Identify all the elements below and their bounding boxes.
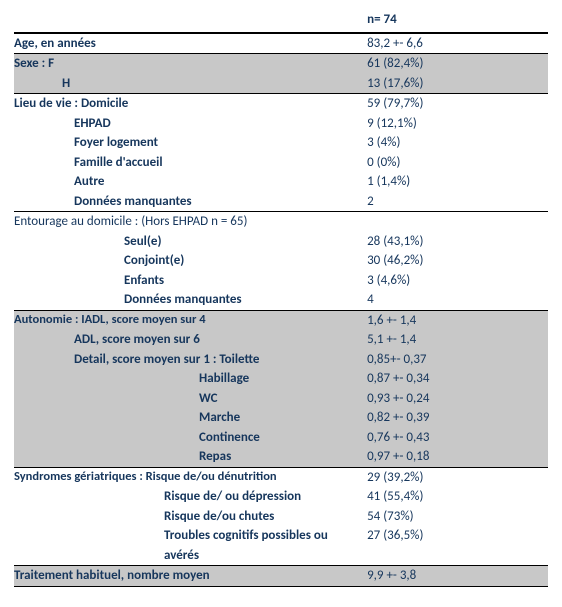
row-label: ADL, score moyen sur 6 (14, 330, 361, 350)
table-row: Lieu de vie : Domicile59 (79,7%) (14, 94, 548, 114)
table-row: WC0,93 +- 0,24 (14, 389, 548, 409)
header-blank (14, 10, 361, 33)
row-value: 1 (1,4%) (361, 172, 548, 192)
row-label: Age, en années (14, 33, 361, 54)
row-value: 0,85+- 0,37 (361, 350, 548, 370)
table-row: Conjoint(e)30 (46,2%) (14, 251, 548, 271)
row-value: 3 (4,6%) (361, 271, 548, 291)
row-label: Traitement habituel, nombre moyen (14, 566, 361, 587)
row-label: Habillage (14, 369, 361, 389)
row-value: 27 (36,5%) (361, 526, 548, 566)
row-value: 59 (79,7%) (361, 94, 548, 114)
table-row: Syndromes gériatriques : Risque de/ou dé… (14, 467, 548, 487)
row-label: Données manquantes (14, 290, 361, 310)
table-row: Famille d'accueil0 (0%) (14, 153, 548, 173)
table-row: Foyer logement3 (4%) (14, 133, 548, 153)
row-value: 28 (43,1%) (361, 232, 548, 252)
table-row: Données manquantes2 (14, 192, 548, 212)
row-label: Troubles cognitifs possibles ou avérés (14, 526, 361, 566)
table-row: Risque de/ ou dépression41 (55,4%) (14, 487, 548, 507)
row-value: 5,1 +- 1,4 (361, 330, 548, 350)
row-label: Lieu de vie : Domicile (14, 94, 361, 114)
table-row: Continence0,76 +- 0,43 (14, 428, 548, 448)
row-value (361, 212, 548, 232)
row-value: 0,93 +- 0,24 (361, 389, 548, 409)
row-value: 3 (4%) (361, 133, 548, 153)
row-label: Données manquantes (14, 192, 361, 212)
table-row: H13 (17,6%) (14, 74, 548, 94)
row-label: WC (14, 389, 361, 409)
row-value: 2 (361, 192, 548, 212)
table-row: Entourage au domicile : (Hors EHPAD n = … (14, 212, 548, 232)
row-label: Foyer logement (14, 133, 361, 153)
row-value: 4 (361, 290, 548, 310)
row-label: Marche (14, 408, 361, 428)
row-label: Enfants (14, 271, 361, 291)
row-label: Conjoint(e) (14, 251, 361, 271)
row-value: 9 (12,1%) (361, 114, 548, 134)
row-label: Repas (14, 447, 361, 467)
row-label: Risque de/ou chutes (14, 507, 361, 527)
table-row: Detail, score moyen sur 1 : Toilette0,85… (14, 350, 548, 370)
table-row: Repas0,97 +- 0,18 (14, 447, 548, 467)
row-value: 1,6 +- 1,4 (361, 310, 548, 330)
table-row: Marche0,82 +- 0,39 (14, 408, 548, 428)
data-table: n= 74 Age, en années83,2 +- 6,6Sexe : F6… (14, 10, 548, 587)
table-row: Enfants3 (4,6%) (14, 271, 548, 291)
row-value: 83,2 +- 6,6 (361, 33, 548, 54)
row-label: Sexe : F (14, 54, 361, 74)
row-value: 0,97 +- 0,18 (361, 447, 548, 467)
row-value: 30 (46,2%) (361, 251, 548, 271)
table-row: Autonomie : IADL, score moyen sur 41,6 +… (14, 310, 548, 330)
table-row: Troubles cognitifs possibles ou avérés27… (14, 526, 548, 566)
row-value: 29 (39,2%) (361, 467, 548, 487)
row-label: Entourage au domicile : (Hors EHPAD n = … (14, 212, 361, 232)
row-label: Risque de/ ou dépression (14, 487, 361, 507)
row-value: 41 (55,4%) (361, 487, 548, 507)
table-row: EHPAD9 (12,1%) (14, 114, 548, 134)
header-row: n= 74 (14, 10, 548, 33)
table-row: Age, en années83,2 +- 6,6 (14, 33, 548, 54)
table-row: Traitement habituel, nombre moyen9,9 +- … (14, 566, 548, 587)
row-label: Autonomie : IADL, score moyen sur 4 (14, 310, 361, 330)
row-value: 61 (82,4%) (361, 54, 548, 74)
row-value: 0,82 +- 0,39 (361, 408, 548, 428)
table-row: Seul(e)28 (43,1%) (14, 232, 548, 252)
table-row: Habillage0,87 +- 0,34 (14, 369, 548, 389)
row-label: H (14, 74, 361, 94)
row-label: Seul(e) (14, 232, 361, 252)
row-label: Syndromes gériatriques : Risque de/ou dé… (14, 467, 361, 487)
row-value: 9,9 +- 3,8 (361, 566, 548, 587)
table-row: Sexe : F61 (82,4%) (14, 54, 548, 74)
table-row: Autre1 (1,4%) (14, 172, 548, 192)
row-value: 13 (17,6%) (361, 74, 548, 94)
table-row: Données manquantes4 (14, 290, 548, 310)
row-value: 54 (73%) (361, 507, 548, 527)
table-row: Risque de/ou chutes54 (73%) (14, 507, 548, 527)
table-container: n= 74 Age, en années83,2 +- 6,6Sexe : F6… (0, 0, 562, 607)
row-value: 0,76 +- 0,43 (361, 428, 548, 448)
header-n: n= 74 (361, 10, 548, 33)
row-label: Continence (14, 428, 361, 448)
row-value: 0,87 +- 0,34 (361, 369, 548, 389)
table-body: n= 74 Age, en années83,2 +- 6,6Sexe : F6… (14, 10, 548, 586)
row-label: Famille d'accueil (14, 153, 361, 173)
row-label: EHPAD (14, 114, 361, 134)
row-label: Detail, score moyen sur 1 : Toilette (14, 350, 361, 370)
table-row: ADL, score moyen sur 65,1 +- 1,4 (14, 330, 548, 350)
row-label: Autre (14, 172, 361, 192)
row-value: 0 (0%) (361, 153, 548, 173)
